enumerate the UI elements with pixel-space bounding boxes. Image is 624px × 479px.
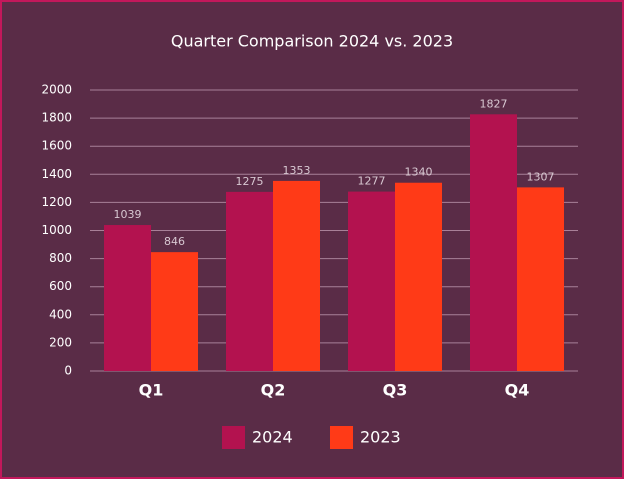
bar xyxy=(226,191,273,371)
value-label: 1307 xyxy=(527,170,555,183)
y-tick-label: 600 xyxy=(49,279,72,293)
x-tick-label: Q3 xyxy=(383,381,408,400)
x-tick-label: Q2 xyxy=(261,381,286,400)
y-tick-label: 1800 xyxy=(41,111,72,125)
y-tick-label: 2000 xyxy=(41,83,72,97)
value-label: 1353 xyxy=(283,164,311,177)
y-tick-label: 1400 xyxy=(41,167,72,181)
value-label: 1340 xyxy=(405,166,433,179)
legend-label: 2023 xyxy=(360,428,401,447)
bar xyxy=(470,114,517,371)
y-tick-label: 800 xyxy=(49,251,72,265)
y-tick-label: 200 xyxy=(49,335,72,349)
x-tick-label: Q1 xyxy=(139,381,164,400)
value-label: 846 xyxy=(164,235,185,248)
value-label: 1039 xyxy=(114,208,142,221)
legend-label: 2024 xyxy=(252,428,293,447)
legend-swatch xyxy=(330,426,353,449)
y-tick-label: 400 xyxy=(49,307,72,321)
legend-swatch xyxy=(222,426,245,449)
bar xyxy=(104,225,151,371)
value-label: 1827 xyxy=(480,97,508,110)
chart-title: Quarter Comparison 2024 vs. 2023 xyxy=(171,32,453,51)
y-tick-label: 1600 xyxy=(41,139,72,153)
y-tick-label: 1000 xyxy=(41,223,72,237)
bar xyxy=(151,252,198,371)
bar xyxy=(517,187,564,371)
y-tick-label: 0 xyxy=(64,364,72,378)
x-tick-label: Q4 xyxy=(505,381,530,400)
y-tick-label: 1200 xyxy=(41,195,72,209)
bar xyxy=(348,191,395,371)
bar xyxy=(273,180,320,371)
bar xyxy=(395,182,442,371)
value-label: 1277 xyxy=(358,175,386,188)
value-label: 1275 xyxy=(236,175,264,188)
